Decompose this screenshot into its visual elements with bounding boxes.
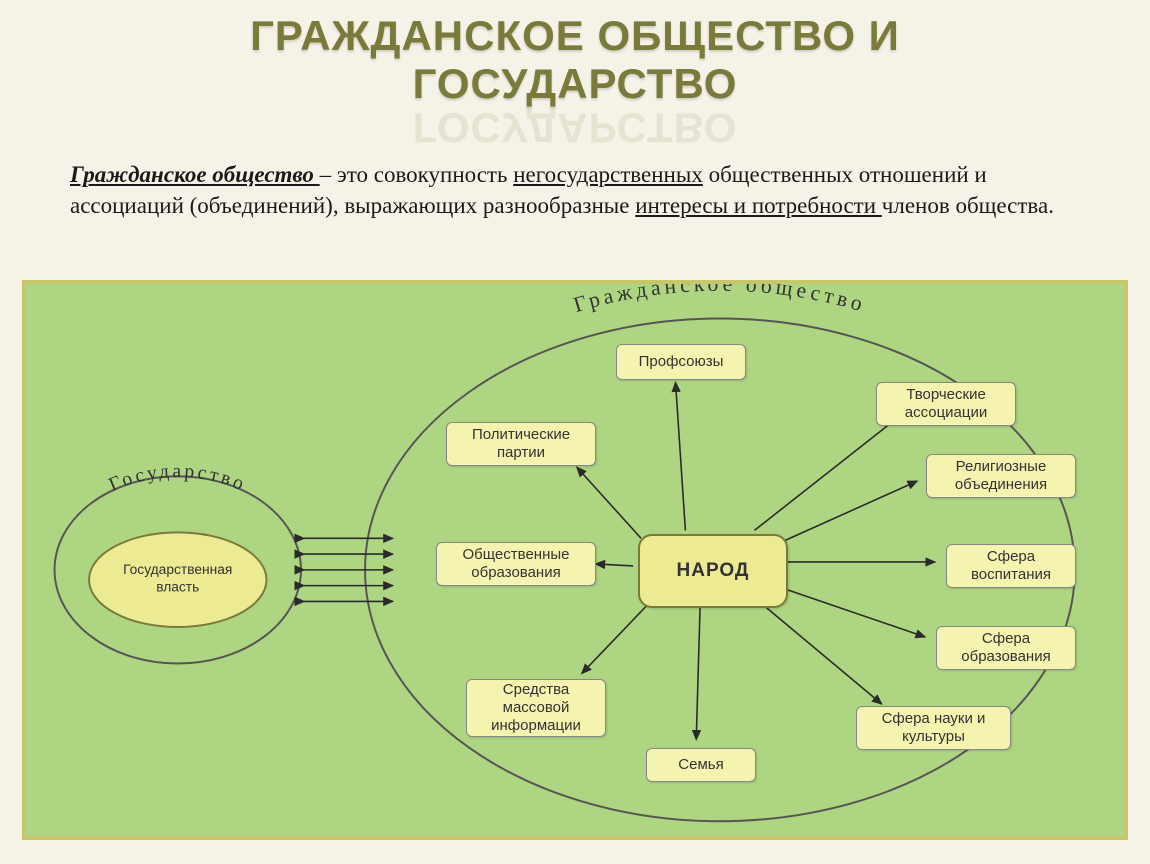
node-unions: Профсоюзы	[616, 344, 746, 380]
gov-label-2: власть	[156, 580, 199, 595]
node-pub-edu: Общественные образования	[436, 542, 596, 586]
definition-paragraph: Гражданское общество – это совокупность …	[0, 151, 1150, 233]
def-p3: членов общества.	[882, 193, 1054, 218]
node-creative: Творческие ассоциации	[876, 382, 1016, 426]
def-term: Гражданское общество	[70, 162, 320, 187]
node-edu: Сфера образования	[936, 626, 1076, 670]
diagram-frame: Гражданское общество Государство Государ…	[22, 280, 1128, 840]
state-civil-arrows	[304, 538, 393, 601]
node-parties: Политические партии	[446, 422, 596, 466]
title-line1: ГРАЖДАНСКОЕ ОБЩЕСТВО И	[250, 12, 900, 59]
civil-label: Гражданское общество	[571, 284, 869, 317]
gov-label-1: Государственная	[123, 562, 232, 577]
title-line2: ГОСУДАРСТВО	[413, 60, 738, 107]
central-node: НАРОД	[638, 534, 788, 608]
node-media: Средства массовой информации	[466, 679, 606, 737]
title-reflection: ГОСУДАРСТВО	[0, 103, 1150, 151]
node-family: Семья	[646, 748, 756, 782]
state-label: Государство	[106, 460, 250, 496]
node-religious: Религиозные объединения	[926, 454, 1076, 498]
def-u2: интересы и потребности	[635, 193, 882, 218]
node-science: Сфера науки и культуры	[856, 706, 1011, 750]
def-u1: негосударственных	[513, 162, 703, 187]
def-p1: – это совокупность	[320, 162, 514, 187]
node-upbringing: Сфера воспитания	[946, 544, 1076, 588]
